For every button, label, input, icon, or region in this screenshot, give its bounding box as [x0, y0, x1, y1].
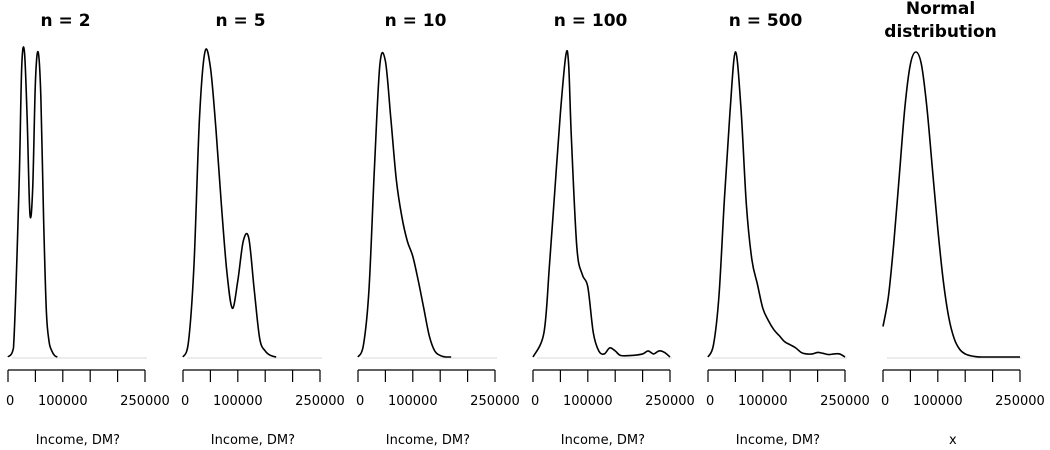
- panel-3: n = 10 0 100000 250000 Income, DM?: [356, 11, 520, 448]
- x-tick-label: 0: [881, 394, 889, 409]
- density-curve: [182, 48, 277, 358]
- x-tick-label: 250000: [295, 394, 345, 409]
- density-curve: [532, 49, 671, 358]
- panel-2: n = 5 0 100000 250000 Income, DM?: [181, 11, 345, 448]
- panel-title: n = 100: [554, 11, 628, 31]
- x-tick-label: 0: [706, 394, 714, 409]
- density-curve: [707, 51, 846, 358]
- x-axis-label: Income, DM?: [561, 433, 645, 448]
- panel-title: n = 10: [385, 11, 447, 31]
- panel-title-line: Normal: [906, 0, 975, 19]
- x-tick-label: 250000: [820, 394, 870, 409]
- panel-title: Normal distribution: [884, 0, 996, 42]
- x-tick-label: 250000: [645, 394, 695, 409]
- x-tick-label: 250000: [470, 394, 520, 409]
- density-curve: [357, 51, 452, 358]
- density-curve: [882, 51, 1020, 358]
- panel-6: Normal distribution 0 100000 250000 x: [881, 0, 1045, 448]
- panel-5: n = 500 0 100000 250000 Income, DM?: [706, 11, 870, 448]
- x-tick-label: 0: [356, 394, 364, 409]
- x-axis-label: Income, DM?: [736, 433, 820, 448]
- panel-title: n = 2: [41, 11, 91, 31]
- x-tick-label: 0: [6, 394, 14, 409]
- x-tick-label: 100000: [388, 394, 438, 409]
- x-tick-label: 0: [531, 394, 539, 409]
- x-axis-label: Income, DM?: [211, 433, 295, 448]
- x-axis-label: Income, DM?: [36, 433, 120, 448]
- panel-title: n = 500: [729, 11, 803, 31]
- x-tick-label: 100000: [913, 394, 963, 409]
- x-tick-label: 100000: [213, 394, 263, 409]
- x-tick-label: 250000: [995, 394, 1045, 409]
- x-tick-label: 100000: [563, 394, 613, 409]
- density-curve: [7, 46, 58, 358]
- x-tick-label: 250000: [120, 394, 170, 409]
- panel-title: n = 5: [216, 11, 266, 31]
- x-tick-label: 0: [181, 394, 189, 409]
- panel-4: n = 100 0 100000 250000 Income, DM?: [531, 11, 695, 448]
- x-tick-label: 100000: [38, 394, 88, 409]
- panel-title-line: distribution: [884, 22, 996, 42]
- panel-1: n = 2 0 100000 250000 Income, DM?: [6, 11, 170, 448]
- x-axis-label: x: [949, 433, 957, 448]
- x-tick-label: 100000: [738, 394, 788, 409]
- x-axis-label: Income, DM?: [386, 433, 470, 448]
